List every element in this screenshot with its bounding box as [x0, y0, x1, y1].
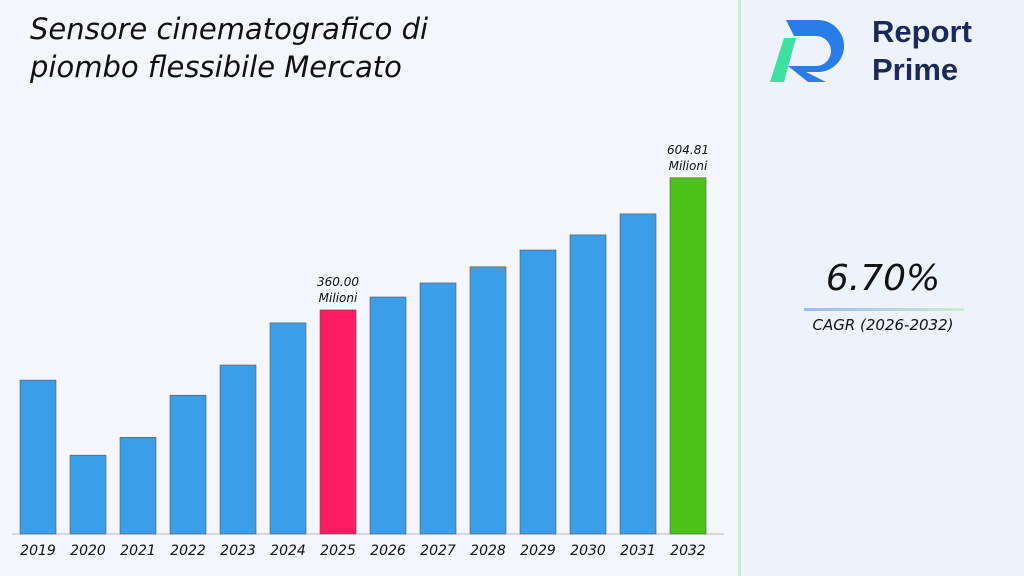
bar	[369, 296, 407, 535]
bar	[419, 282, 457, 535]
x-tick-label: 2023	[220, 543, 256, 559]
x-tick-label: 2032	[670, 543, 706, 559]
bar	[169, 394, 207, 535]
bar	[569, 234, 607, 535]
x-tick-label: 2019	[20, 543, 56, 559]
x-tick-label: 2028	[470, 543, 506, 559]
logo-icon	[770, 20, 844, 82]
value-label: 604.81 Milioni	[667, 142, 709, 173]
bar	[669, 177, 707, 535]
bar	[119, 437, 157, 535]
logo-shape	[786, 20, 844, 82]
bar	[19, 379, 57, 535]
x-tick-label: 2020	[70, 543, 106, 559]
logo-shape	[770, 38, 796, 82]
x-tick-label: 2027	[420, 543, 456, 559]
x-tick-label: 2031	[620, 543, 656, 559]
x-tick-label: 2026	[370, 543, 406, 559]
x-tick-label: 2021	[120, 543, 156, 559]
x-tick-label: 2030	[570, 543, 606, 559]
value-label: 360.00 Milioni	[317, 274, 359, 305]
brand-name: Prime	[872, 52, 959, 87]
bar	[69, 454, 107, 535]
bar	[469, 266, 507, 535]
x-tick-label: 2029	[520, 543, 556, 559]
brand-name: Report	[872, 14, 972, 49]
chart-title: Sensore cinematografico di piombo flessi…	[30, 12, 429, 84]
x-tick-label: 2025	[320, 543, 356, 559]
divider	[804, 308, 964, 311]
bar	[519, 249, 557, 535]
cagr-label: CAGR (2026-2032)	[812, 316, 954, 334]
bar	[619, 213, 657, 535]
bar	[269, 322, 307, 535]
cagr-value: 6.70%	[825, 258, 941, 299]
bar	[319, 309, 357, 535]
x-tick-label: 2024	[270, 543, 306, 559]
chart: 2019 2020 2021 2022 2023 2024 2025 2026 2027 2028…	[12, 177, 724, 559]
x-tick-label: 2022	[170, 543, 206, 559]
bar	[219, 364, 257, 535]
